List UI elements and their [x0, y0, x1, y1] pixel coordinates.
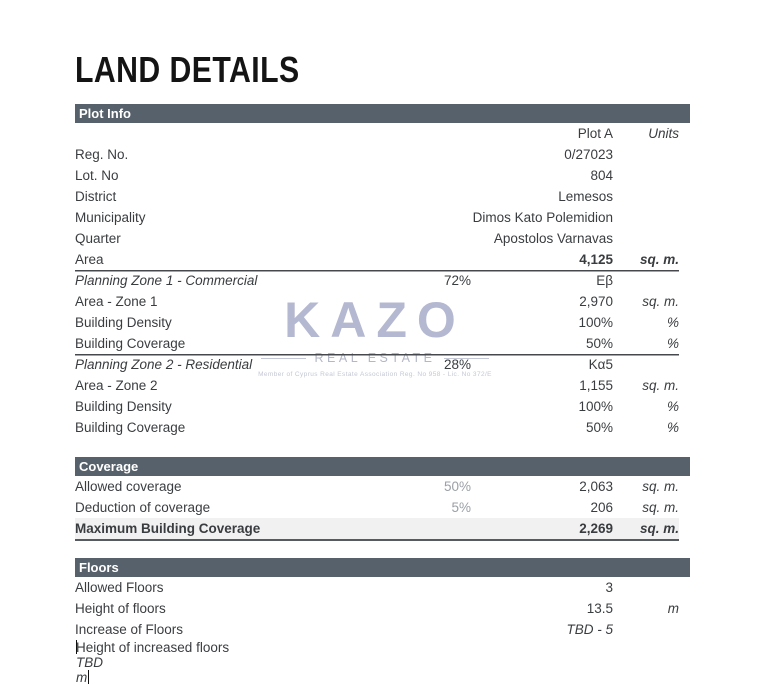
section-rows: Plot A Units Reg. No. 0/27023 Lot. No 80…	[75, 123, 679, 438]
row-value-cell: 100%	[578, 399, 613, 414]
row-value-cell: 13.5	[586, 601, 613, 616]
row-label: Municipality	[75, 210, 146, 225]
row-building-coverage: Building Coverage 50% %	[75, 417, 679, 438]
row-allowed-floors: Allowed Floors 3	[75, 577, 679, 598]
row-label: Planning Zone 2 - Residential	[75, 357, 253, 372]
section-header-coverage: Coverage	[75, 457, 690, 476]
table-section: Floors Allowed Floors 3 Height of floors…	[75, 558, 690, 685]
row-value-cell: Apostolos Varnavas	[493, 231, 613, 246]
row-area-zone-1: Area - Zone 1 2,970 sq. m.	[75, 291, 679, 312]
page-title: LAND DETAILS	[75, 49, 300, 90]
row-label: Building Density	[75, 399, 172, 414]
row-units-cell: Units	[648, 126, 679, 141]
row-units-cell: sq. m.	[639, 252, 679, 267]
row-percent-cell: 28%	[443, 357, 471, 372]
row-label: Quarter	[75, 231, 121, 246]
row-height-of-increased-floors: Height of increased floors TBD m	[76, 640, 229, 685]
row-units-cell: %	[666, 336, 679, 351]
column-header-row: Plot A Units	[75, 123, 679, 144]
row-label: Area	[75, 252, 104, 267]
row-deduction-of-coverage: Deduction of coverage 5% 206 sq. m.	[75, 497, 679, 518]
row-planning-zone-2-residential: Planning Zone 2 - Residential 28% Kα5	[75, 354, 679, 375]
row-label: Area - Zone 2	[75, 378, 158, 393]
row-value-cell: Eβ	[596, 273, 613, 288]
row-maximum-building-coverage: Maximum Building Coverage 2,269 sq. m.	[75, 518, 679, 539]
row-building-density: Building Density 100% %	[75, 312, 679, 333]
section-header-label: Plot Info	[79, 106, 131, 121]
row-quarter: Quarter Apostolos Varnavas	[75, 228, 679, 249]
row-area: Area 4,125 sq. m.	[75, 249, 679, 270]
row-value-cell: 100%	[578, 315, 613, 330]
row-label: Building Density	[75, 315, 172, 330]
row-label: Deduction of coverage	[75, 500, 211, 515]
row-units-cell: sq. m.	[642, 479, 679, 494]
row-label: Area - Zone 1	[75, 294, 158, 309]
row-value-cell: 2,063	[579, 479, 613, 494]
row-label: Height of floors	[75, 601, 166, 616]
row-value-cell: Dimos Kato Polemidion	[472, 210, 613, 225]
row-units-cell: sq. m.	[642, 378, 679, 393]
row-label: Planning Zone 1 - Commercial	[75, 273, 258, 288]
row-label: Building Coverage	[75, 420, 186, 435]
row-units-cell: sq. m.	[639, 521, 679, 536]
row-label: Maximum Building Coverage	[75, 521, 261, 536]
row-value-cell: 3	[605, 580, 613, 595]
row-area-zone-2: Area - Zone 2 1,155 sq. m.	[75, 375, 679, 396]
row-value-cell: TBD	[76, 655, 103, 670]
section-header-label: Floors	[79, 560, 119, 575]
row-allowed-coverage: Allowed coverage 50% 2,063 sq. m.	[75, 476, 679, 497]
row-units-cell[interactable]: m	[76, 670, 90, 685]
row-value-cell: 0/27023	[564, 147, 613, 162]
row-value-cell: 1,155	[579, 378, 613, 393]
row-percent-cell: 5%	[451, 500, 471, 515]
row-units-cell: sq. m.	[642, 294, 679, 309]
table-section: Coverage Allowed coverage 50% 2,063 sq. …	[75, 457, 690, 539]
row-label: Height of increased floors	[76, 640, 230, 655]
row-building-density: Building Density 100% %	[75, 396, 679, 417]
row-value-cell: 4,125	[579, 252, 613, 267]
section-header-label: Coverage	[79, 459, 139, 474]
section-rows: Allowed coverage 50% 2,063 sq. m. Deduct…	[75, 476, 679, 539]
row-value-cell: Lemesos	[558, 189, 613, 204]
row-value-cell: Kα5	[588, 357, 613, 372]
row-label: Lot. No	[75, 168, 119, 183]
row-reg-no: Reg. No. 0/27023	[75, 144, 679, 165]
text-cursor	[88, 670, 90, 684]
row-label: Reg. No.	[75, 147, 129, 162]
row-planning-zone-1-commercial: Planning Zone 1 - Commercial 72% Eβ	[75, 270, 679, 291]
row-value-cell: Plot A	[577, 126, 613, 141]
row-value-cell: 804	[590, 168, 613, 183]
row-percent-cell: 50%	[443, 479, 471, 494]
row-label: Increase of Floors	[75, 622, 184, 637]
row-units-cell: %	[666, 420, 679, 435]
table-sections: Plot Info Plot A Units Reg. No. 0/27023 …	[75, 104, 690, 685]
row-label: District	[75, 189, 117, 204]
row-building-coverage: Building Coverage 50% %	[75, 333, 679, 354]
section-header-plot-info: Plot Info	[75, 104, 690, 123]
row-units-cell: %	[666, 399, 679, 414]
row-lot-no: Lot. No 804	[75, 165, 679, 186]
row-value-cell: TBD - 5	[566, 622, 613, 637]
row-district: District Lemesos	[75, 186, 679, 207]
section-header-floors: Floors	[75, 558, 690, 577]
row-value-cell: 206	[590, 500, 613, 515]
row-value-cell: 50%	[585, 420, 613, 435]
table-section: Plot Info Plot A Units Reg. No. 0/27023 …	[75, 104, 690, 438]
row-value-cell: 50%	[585, 336, 613, 351]
row-units-cell: m	[667, 601, 679, 616]
row-height-of-floors: Height of floors 13.5 m	[75, 598, 679, 619]
row-municipality: Municipality Dimos Kato Polemidion	[75, 207, 679, 228]
row-percent-cell: 72%	[443, 273, 471, 288]
row-label: Building Coverage	[75, 336, 186, 351]
row-units-cell: %	[666, 315, 679, 330]
row-value-cell: 2,269	[579, 521, 613, 536]
row-value-cell: 2,970	[579, 294, 613, 309]
row-label: Allowed coverage	[75, 479, 182, 494]
section-rows: Allowed Floors 3 Height of floors 13.5 m…	[75, 577, 679, 685]
row-units-cell: sq. m.	[642, 500, 679, 515]
row-increase-of-floors: Increase of Floors TBD - 5	[75, 619, 679, 640]
row-label: Allowed Floors	[75, 580, 164, 595]
